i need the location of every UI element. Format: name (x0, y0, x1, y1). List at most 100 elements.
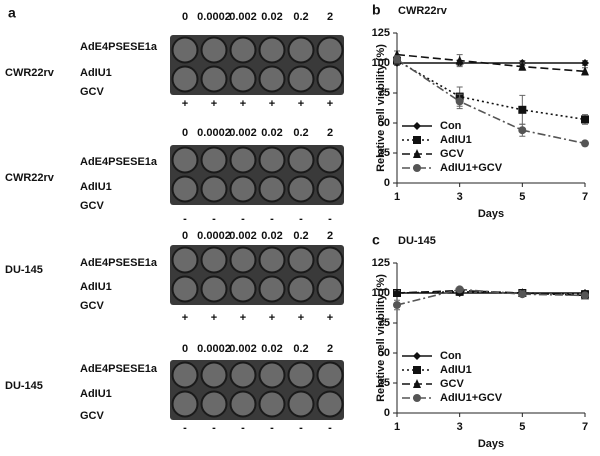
well (229, 65, 257, 93)
concentration: 0.2 (293, 230, 308, 242)
cell-line: CWR22rv (5, 67, 55, 79)
gcv-sign: - (299, 213, 303, 225)
gcv-sign: - (183, 422, 187, 434)
well (287, 65, 315, 93)
well (287, 275, 315, 303)
row-label: AdIU1 (80, 281, 112, 293)
series-line (396, 288, 586, 306)
gcv-sign: - (328, 422, 332, 434)
gcv-sign: - (270, 213, 274, 225)
marker (455, 285, 464, 294)
marker (413, 136, 421, 144)
x-axis-label: Days (478, 438, 504, 450)
legend-label: AdIU1 (440, 364, 472, 376)
row-label: AdIU1 (80, 181, 112, 193)
series-line (396, 289, 586, 297)
well (200, 146, 228, 174)
marker (455, 55, 464, 65)
well (229, 275, 257, 303)
well (316, 390, 344, 418)
well (316, 65, 344, 93)
concentration: 0 (182, 230, 188, 242)
well (229, 361, 257, 389)
marker (413, 164, 421, 172)
gcv-sign: + (182, 98, 188, 110)
concentration: 0.2 (293, 11, 308, 23)
y-tick-label: 75 (378, 87, 390, 99)
row-label: AdE4PSESE1a (80, 257, 158, 269)
well (229, 175, 257, 203)
concentration: 0 (182, 11, 188, 23)
concentration: 0 (182, 127, 188, 139)
marker (413, 366, 421, 374)
y-tick-label: 25 (378, 377, 390, 389)
x-tick-label: 1 (394, 421, 400, 433)
gcv-sign: - (241, 213, 245, 225)
concentration: 0.0002 (197, 230, 231, 242)
gcv-sign: - (270, 422, 274, 434)
legend-label: GCV (440, 378, 465, 390)
gcv-sign: - (183, 213, 187, 225)
gcv-sign: + (211, 312, 217, 324)
panel-label: c (372, 232, 380, 248)
gcv-sign: + (240, 312, 246, 324)
gcv-sign: - (212, 422, 216, 434)
well (258, 36, 286, 64)
concentration: 0 (182, 343, 188, 355)
well (171, 65, 199, 93)
well (287, 146, 315, 174)
row-label: GCV (80, 200, 105, 212)
marker (413, 352, 421, 360)
concentration: 2 (327, 343, 333, 355)
y-tick-label: 100 (372, 57, 390, 69)
series-line (396, 53, 586, 73)
row-label: AdIU1 (80, 67, 112, 79)
well (171, 361, 199, 389)
gcv-sign: + (269, 98, 275, 110)
marker (581, 59, 589, 67)
y-tick-label: 50 (378, 117, 390, 129)
well (171, 175, 199, 203)
marker (581, 66, 589, 76)
marker (518, 290, 527, 299)
well (200, 390, 228, 418)
marker (413, 379, 421, 388)
row-label: GCV (80, 410, 105, 422)
row-label: GCV (80, 86, 105, 98)
well (258, 390, 286, 418)
marker (581, 139, 589, 148)
legend-label: AdIU1+GCV (440, 162, 503, 174)
well (200, 36, 228, 64)
well (287, 175, 315, 203)
concentration: 0.2 (293, 343, 308, 355)
concentration: 0.02 (261, 127, 282, 139)
legend-label: AdIU1+GCV (440, 392, 503, 404)
gcv-sign: - (328, 213, 332, 225)
well (258, 175, 286, 203)
marker (518, 61, 527, 71)
y-axis-label: Relative cell viability (%) (375, 44, 387, 172)
concentration: 0.02 (261, 230, 282, 242)
well (171, 390, 199, 418)
well (287, 246, 315, 274)
well (316, 361, 344, 389)
row-label: AdE4PSESE1a (80, 41, 158, 53)
cell-line: DU-145 (5, 380, 43, 392)
marker (518, 126, 527, 135)
series-line (396, 59, 586, 121)
concentration: 0.002 (229, 230, 257, 242)
well (229, 390, 257, 418)
well (171, 246, 199, 274)
chart-title: DU-145 (398, 235, 436, 247)
panel-label: b (372, 2, 381, 18)
marker (413, 122, 421, 130)
x-tick-label: 3 (457, 191, 463, 203)
marker (393, 288, 401, 297)
concentration: 0.02 (261, 11, 282, 23)
gcv-sign: + (298, 312, 304, 324)
concentration: 0.0002 (197, 11, 231, 23)
marker (413, 149, 421, 158)
well (316, 275, 344, 303)
